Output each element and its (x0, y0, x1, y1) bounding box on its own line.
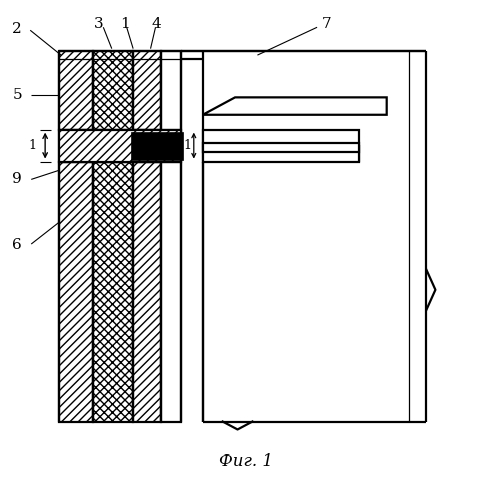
Text: 2: 2 (12, 22, 22, 36)
Bar (203, 143, 359, 152)
Bar (133, 51, 161, 130)
Bar (93, 162, 133, 422)
Text: 1: 1 (120, 17, 129, 31)
Text: Фиг. 1: Фиг. 1 (219, 453, 273, 470)
Bar (59, 130, 182, 162)
Bar (93, 162, 133, 422)
Bar (93, 51, 133, 130)
Text: 7: 7 (322, 17, 332, 31)
Text: 1: 1 (28, 139, 36, 152)
Bar (59, 162, 93, 422)
Bar (59, 51, 93, 130)
Bar (133, 51, 161, 130)
Bar (131, 132, 183, 160)
Bar (133, 162, 161, 422)
Bar (203, 130, 359, 162)
Text: 4: 4 (152, 17, 161, 31)
Bar (59, 51, 93, 130)
Bar (133, 162, 161, 422)
Text: 9: 9 (12, 172, 22, 186)
Text: 3: 3 (93, 17, 103, 31)
Text: 1: 1 (184, 139, 192, 152)
Text: 6: 6 (12, 238, 22, 252)
Text: 5: 5 (12, 88, 22, 102)
Bar (59, 162, 93, 422)
Polygon shape (203, 98, 387, 115)
Bar (59, 130, 182, 162)
Bar (93, 51, 133, 130)
Bar (161, 51, 182, 422)
